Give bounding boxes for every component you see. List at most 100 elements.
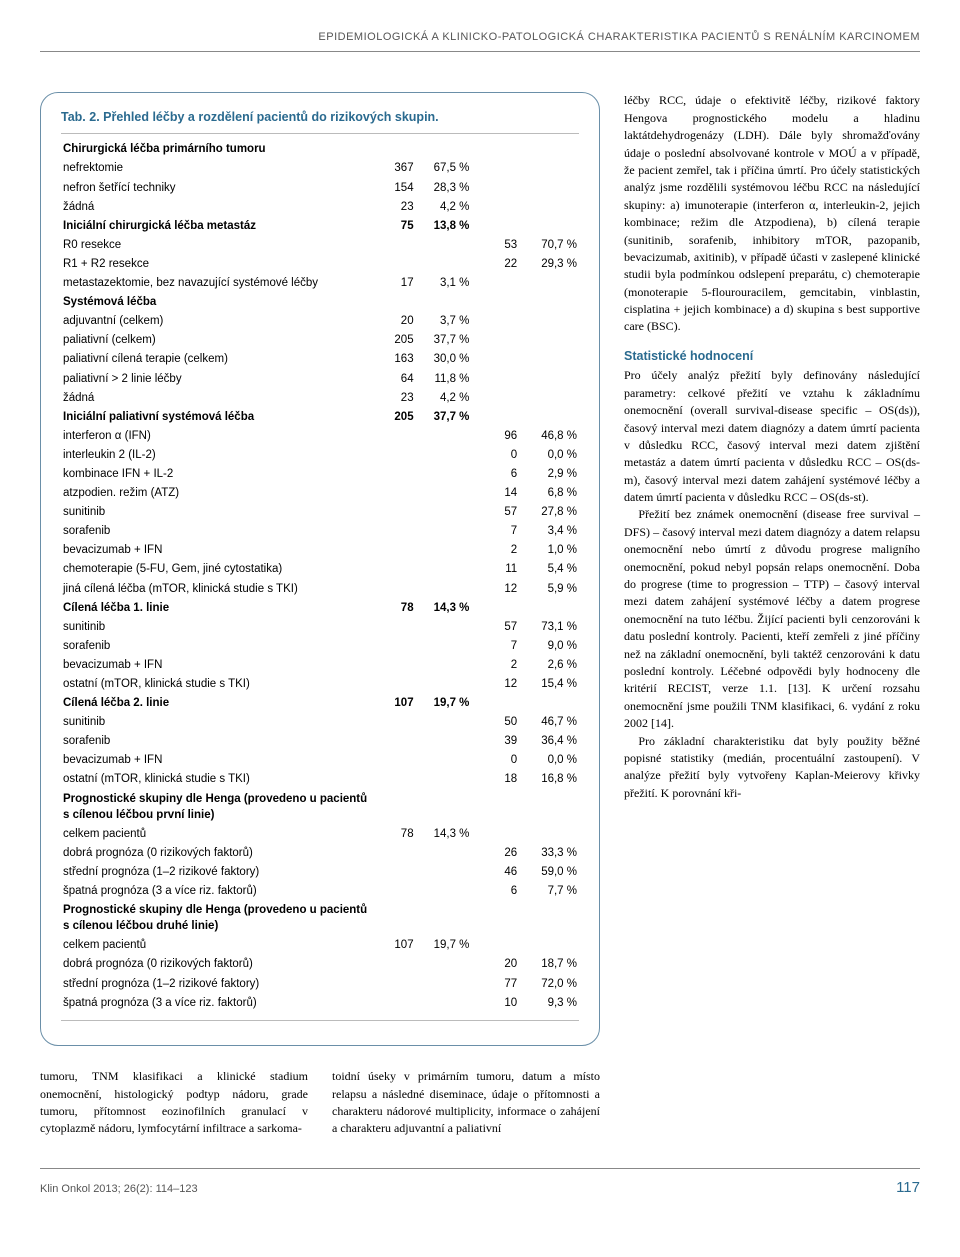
table-row: bevacizumab + IFN22,6 % bbox=[61, 655, 579, 674]
row-label: Cílená léčba 1. linie bbox=[61, 598, 372, 617]
row-p1 bbox=[424, 445, 476, 464]
row-n2 bbox=[475, 140, 527, 159]
row-label: sunitinib bbox=[61, 617, 372, 636]
row-p2 bbox=[527, 369, 579, 388]
table-row: sunitinib5773,1 % bbox=[61, 617, 579, 636]
row-label: sorafenib bbox=[61, 522, 372, 541]
row-label: žádná bbox=[61, 197, 372, 216]
row-p1 bbox=[424, 484, 476, 503]
row-p2 bbox=[527, 789, 579, 824]
row-p1: 30,0 % bbox=[424, 350, 476, 369]
row-n1 bbox=[372, 901, 424, 936]
row-n1: 205 bbox=[372, 407, 424, 426]
row-n2 bbox=[475, 901, 527, 936]
row-n1 bbox=[372, 541, 424, 560]
row-label: ostatní (mTOR, klinická studie s TKI) bbox=[61, 675, 372, 694]
table-row: adjuvantní (celkem)203,7 % bbox=[61, 312, 579, 331]
row-p2 bbox=[527, 901, 579, 936]
row-p1: 37,7 % bbox=[424, 331, 476, 350]
table-row: nefrektomie36767,5 % bbox=[61, 159, 579, 178]
row-n1: 154 bbox=[372, 178, 424, 197]
table-row: kombinace IFN + IL-262,9 % bbox=[61, 464, 579, 483]
row-p1 bbox=[424, 426, 476, 445]
table-2: Chirurgická léčba primárního tumorunefre… bbox=[61, 140, 579, 1012]
row-n1: 205 bbox=[372, 331, 424, 350]
row-p2: 9,3 % bbox=[527, 993, 579, 1012]
row-n2: 0 bbox=[475, 445, 527, 464]
table-row: ostatní (mTOR, klinická studie s TKI)181… bbox=[61, 770, 579, 789]
right-para-2: Pro účely analýz přežití byly definovány… bbox=[624, 367, 920, 506]
row-p1 bbox=[424, 974, 476, 993]
row-label: Cílená léčba 2. linie bbox=[61, 694, 372, 713]
row-n2 bbox=[475, 293, 527, 312]
row-n1: 78 bbox=[372, 598, 424, 617]
row-p2: 9,0 % bbox=[527, 636, 579, 655]
row-n1 bbox=[372, 770, 424, 789]
row-n1 bbox=[372, 254, 424, 273]
row-label: celkem pacientů bbox=[61, 824, 372, 843]
row-n1 bbox=[372, 655, 424, 674]
row-p2 bbox=[527, 824, 579, 843]
row-n2: 77 bbox=[475, 974, 527, 993]
row-n2: 6 bbox=[475, 882, 527, 901]
row-p1: 4,2 % bbox=[424, 197, 476, 216]
para-col-2: toidní úseky v primárním tumoru, datum a… bbox=[332, 1068, 600, 1138]
row-n2: 53 bbox=[475, 235, 527, 254]
row-n2 bbox=[475, 789, 527, 824]
row-n1: 107 bbox=[372, 694, 424, 713]
row-label: sunitinib bbox=[61, 713, 372, 732]
row-n2: 7 bbox=[475, 522, 527, 541]
row-label: dobrá prognóza (0 rizikových faktorů) bbox=[61, 843, 372, 862]
row-p2: 36,4 % bbox=[527, 732, 579, 751]
row-p1: 19,7 % bbox=[424, 694, 476, 713]
row-p2 bbox=[527, 936, 579, 955]
row-n1 bbox=[372, 140, 424, 159]
table-row: interleukin 2 (IL-2)00,0 % bbox=[61, 445, 579, 464]
row-n2: 26 bbox=[475, 843, 527, 862]
row-label: R0 resekce bbox=[61, 235, 372, 254]
row-p1 bbox=[424, 993, 476, 1012]
table-row: špatná prognóza (3 a více riz. faktorů)1… bbox=[61, 993, 579, 1012]
row-n2: 2 bbox=[475, 655, 527, 674]
row-label: nefrektomie bbox=[61, 159, 372, 178]
row-p2: 46,7 % bbox=[527, 713, 579, 732]
row-p1 bbox=[424, 140, 476, 159]
row-p1 bbox=[424, 713, 476, 732]
row-n1 bbox=[372, 713, 424, 732]
row-n2 bbox=[475, 178, 527, 197]
table-row: sorafenib3936,4 % bbox=[61, 732, 579, 751]
right-para-4: Pro základní charakteristiku dat byly po… bbox=[624, 733, 920, 803]
row-p1: 4,2 % bbox=[424, 388, 476, 407]
table-row: bevacizumab + IFN21,0 % bbox=[61, 541, 579, 560]
table-row: Prognostické skupiny dle Henga (proveden… bbox=[61, 901, 579, 936]
row-label: Iniciální paliativní systémová léčba bbox=[61, 407, 372, 426]
row-p1 bbox=[424, 560, 476, 579]
row-n1 bbox=[372, 235, 424, 254]
row-label: kombinace IFN + IL-2 bbox=[61, 464, 372, 483]
row-p2: 72,0 % bbox=[527, 974, 579, 993]
row-p2: 0,0 % bbox=[527, 751, 579, 770]
row-label: R1 + R2 resekce bbox=[61, 254, 372, 273]
table-row: Iniciální chirurgická léčba metastáz7513… bbox=[61, 216, 579, 235]
row-p2: 29,3 % bbox=[527, 254, 579, 273]
row-label: ostatní (mTOR, klinická studie s TKI) bbox=[61, 770, 372, 789]
table-row: celkem pacientů10719,7 % bbox=[61, 936, 579, 955]
row-n2: 10 bbox=[475, 993, 527, 1012]
row-n1 bbox=[372, 426, 424, 445]
table-row: paliativní cílená terapie (celkem)16330,… bbox=[61, 350, 579, 369]
row-n1 bbox=[372, 882, 424, 901]
row-p1: 3,1 % bbox=[424, 274, 476, 293]
table-row: dobrá prognóza (0 rizikových faktorů)263… bbox=[61, 843, 579, 862]
row-p2: 2,6 % bbox=[527, 655, 579, 674]
row-n2: 12 bbox=[475, 579, 527, 598]
table-row: celkem pacientů7814,3 % bbox=[61, 824, 579, 843]
row-n1 bbox=[372, 862, 424, 881]
row-label: atzpodien. režim (ATZ) bbox=[61, 484, 372, 503]
row-label: celkem pacientů bbox=[61, 936, 372, 955]
row-p1 bbox=[424, 843, 476, 862]
row-n2: 11 bbox=[475, 560, 527, 579]
row-n2 bbox=[475, 274, 527, 293]
row-n1: 17 bbox=[372, 274, 424, 293]
row-label: chemoterapie (5-FU, Gem, jiné cytostatik… bbox=[61, 560, 372, 579]
left-column: Tab. 2. Přehled léčby a rozdělení pacien… bbox=[40, 92, 600, 1137]
